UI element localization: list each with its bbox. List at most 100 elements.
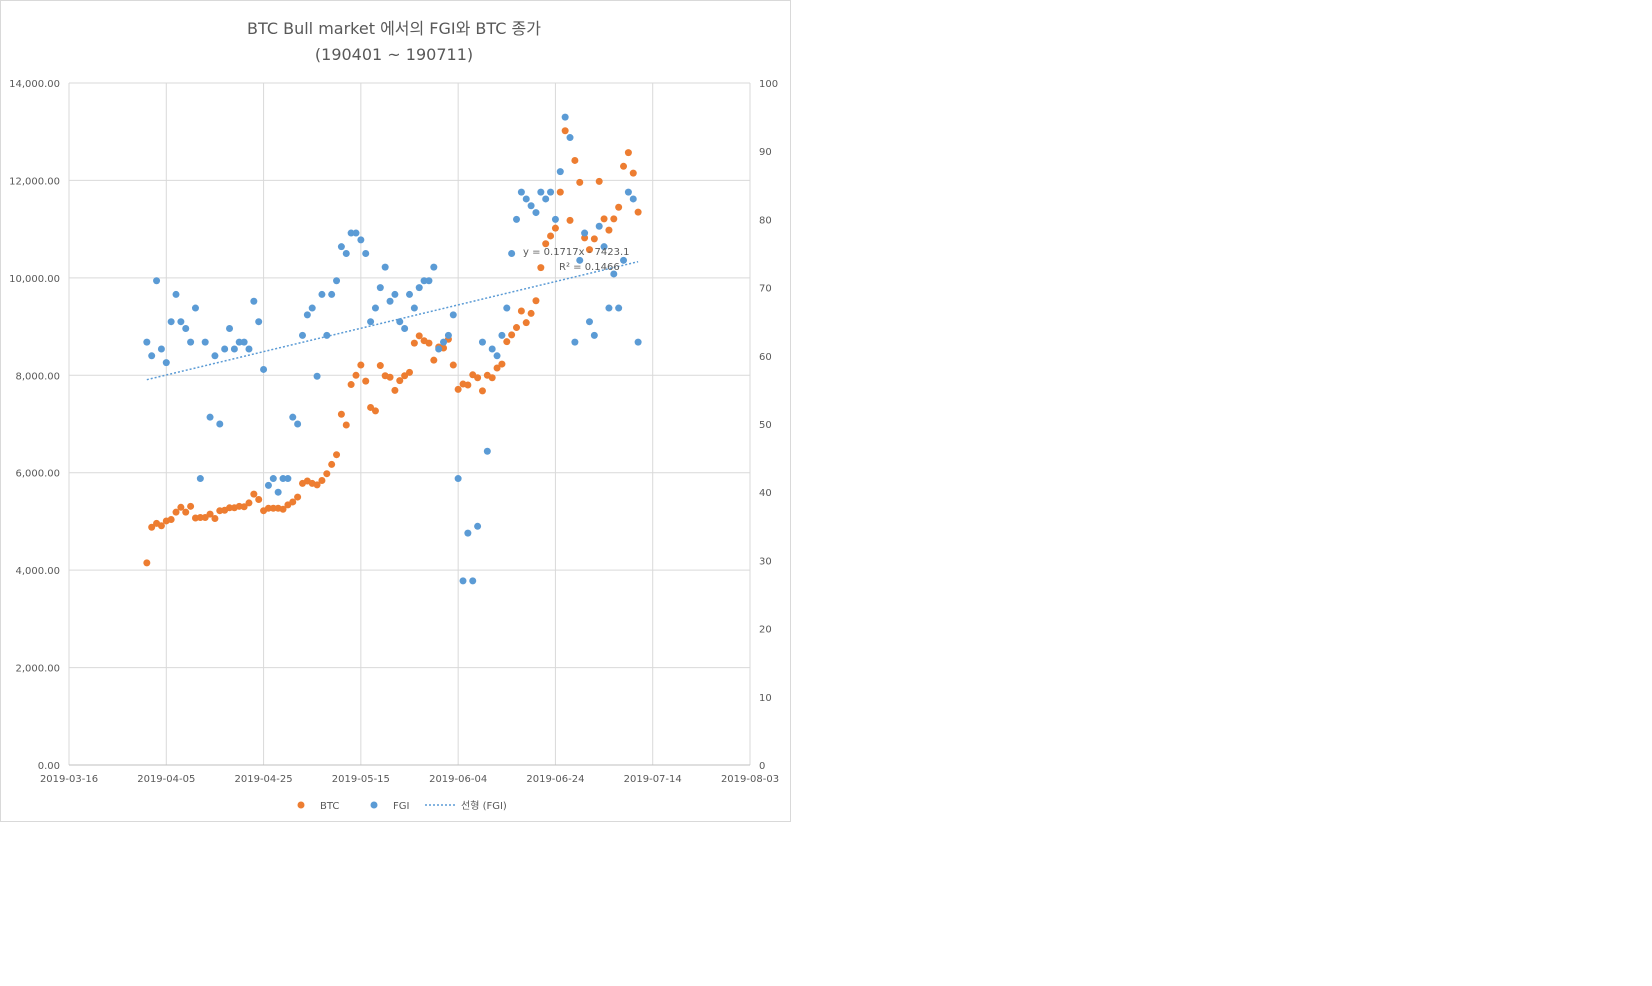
fgi-point	[352, 229, 360, 237]
fgi-point	[206, 413, 214, 421]
fgi-point	[177, 318, 185, 326]
btc-point	[590, 235, 598, 243]
fgi-point	[167, 318, 175, 326]
y-left-tick-label: 0.00	[38, 761, 60, 772]
btc-point	[498, 360, 506, 368]
btc-point	[255, 496, 263, 504]
btc-point	[323, 470, 331, 478]
fgi-point	[216, 420, 224, 428]
btc-point	[250, 490, 258, 498]
fgi-point	[371, 304, 379, 312]
chart-frame: BTC Bull market 에서의 FGI와 BTC 종가 (190401 …	[0, 0, 791, 822]
fgi-point	[157, 345, 165, 353]
fgi-point	[196, 475, 204, 483]
fgi-point	[162, 359, 170, 367]
fgi-point	[464, 529, 472, 537]
fgi-point	[235, 338, 243, 346]
fgi-point	[376, 284, 384, 292]
fgi-point	[260, 365, 268, 373]
fgi-point	[298, 331, 306, 339]
fgi-point	[585, 318, 593, 326]
fgi-point	[406, 290, 413, 298]
fgi-point	[148, 352, 156, 360]
trendline-r-squared: R² = 0.1466	[559, 262, 620, 273]
btc-series	[143, 127, 642, 567]
fgi-point	[367, 318, 375, 326]
fgi-point	[201, 338, 209, 346]
fgi-point	[245, 345, 253, 353]
fgi-point	[566, 134, 574, 142]
btc-point	[600, 215, 608, 223]
chart-subtitle: (190401 ~ 190711)	[315, 45, 473, 64]
btc-point	[177, 503, 185, 511]
legend-trend-label: 선형 (FGI)	[461, 800, 507, 812]
fgi-point	[182, 325, 190, 333]
btc-point	[391, 386, 399, 394]
btc-point	[167, 515, 175, 523]
fgi-point	[342, 250, 350, 257]
y-right-tick-label: 70	[759, 284, 772, 295]
x-tick-label: 2019-07-14	[624, 774, 682, 785]
btc-point	[172, 508, 180, 516]
fgi-point	[629, 195, 637, 203]
btc-point	[425, 339, 433, 347]
fgi-point	[513, 215, 521, 223]
btc-point	[347, 381, 355, 389]
btc-point	[318, 477, 326, 485]
btc-point	[449, 361, 457, 369]
x-tick-label: 2019-06-24	[526, 774, 584, 785]
btc-point	[547, 232, 555, 240]
btc-point	[396, 377, 404, 385]
x-tick-label: 2019-04-25	[235, 774, 293, 785]
fgi-point	[191, 304, 199, 312]
fgi-point	[605, 304, 613, 312]
fgi-point	[556, 168, 564, 176]
btc-point	[187, 502, 195, 510]
x-tick-label: 2019-06-04	[429, 774, 487, 785]
fgi-point	[620, 256, 628, 264]
y-left-tick-label: 6,000.00	[15, 469, 60, 480]
btc-point	[634, 208, 642, 216]
legend-fgi-marker	[370, 801, 378, 809]
trendline-equation: y = 0.1717x - 7423.1	[523, 247, 630, 258]
btc-point	[196, 514, 204, 522]
y-left-tick-label: 14,000.00	[9, 79, 60, 90]
fgi-point	[187, 338, 195, 346]
fgi-point	[337, 243, 345, 251]
fgi-point	[153, 277, 161, 285]
btc-point	[556, 188, 564, 196]
btc-point	[571, 156, 579, 164]
btc-point	[610, 215, 618, 223]
y-right-tick-label: 40	[759, 488, 772, 499]
fgi-point	[323, 331, 331, 339]
btc-point	[289, 498, 297, 506]
btc-point	[532, 297, 540, 305]
fgi-point	[547, 188, 555, 196]
btc-point	[328, 460, 336, 468]
legend-fgi-label: FGI	[393, 801, 409, 812]
fgi-point	[425, 277, 433, 285]
btc-point	[620, 162, 628, 170]
fgi-point	[624, 188, 632, 196]
fgi-point	[328, 290, 336, 298]
fgi-point	[469, 577, 477, 585]
btc-point	[337, 410, 345, 418]
fgi-point	[318, 290, 326, 298]
btc-point	[245, 499, 253, 507]
btc-point	[513, 324, 521, 332]
fgi-point	[303, 311, 311, 319]
fgi-point	[600, 243, 608, 251]
btc-point	[342, 421, 350, 429]
fgi-point	[264, 481, 272, 489]
btc-point	[474, 374, 482, 382]
fgi-point	[435, 345, 443, 353]
legend-btc-marker	[297, 801, 305, 809]
y-right-tick-label: 0	[759, 761, 765, 772]
btc-point	[352, 371, 360, 379]
fgi-point	[391, 290, 399, 298]
y-right-tick-label: 20	[759, 625, 772, 636]
fgi-point	[381, 263, 389, 271]
fgi-point	[430, 263, 438, 271]
fgi-point	[250, 297, 258, 305]
fgi-point	[279, 475, 287, 483]
